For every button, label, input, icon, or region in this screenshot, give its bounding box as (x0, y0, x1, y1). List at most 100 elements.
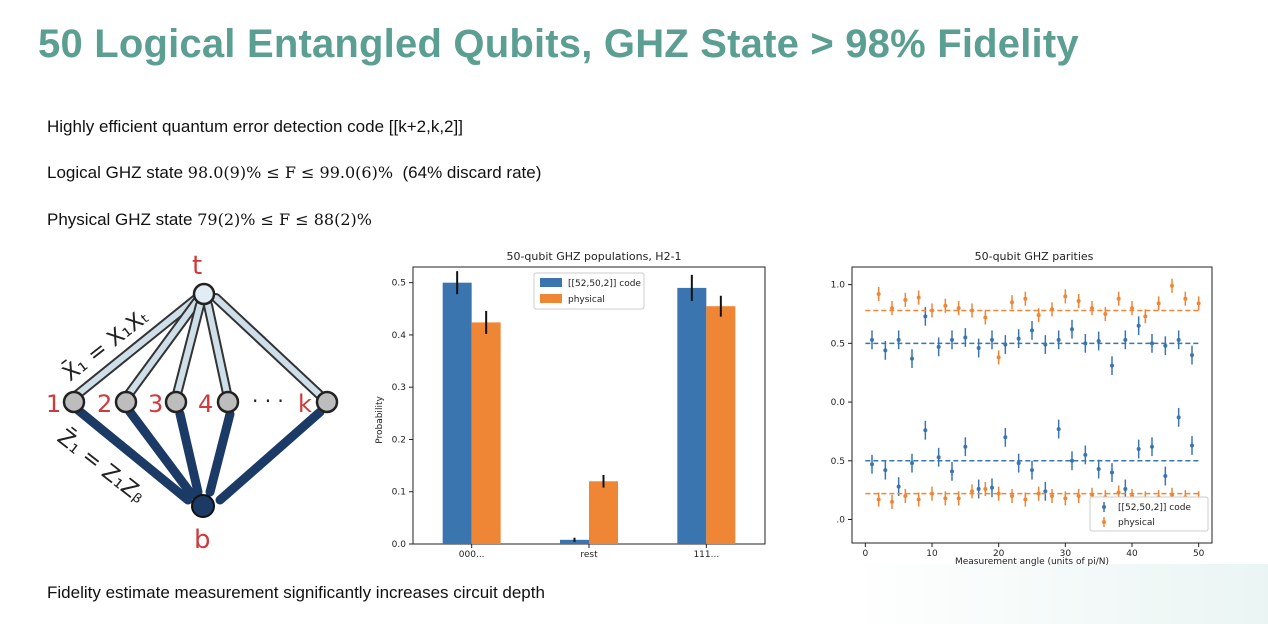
x-tick-label: 30 (1060, 549, 1072, 559)
data-point (1176, 415, 1181, 420)
y-tick-label: 1.0 (831, 281, 846, 291)
data-point (1196, 301, 1201, 306)
ellipsis: · · · (252, 389, 284, 413)
bar (471, 322, 501, 544)
bullet-logical-ghz: Logical GHZ state 98.0(9)% ≤ F ≤ 99.0(6)… (47, 163, 541, 183)
data-point (1030, 328, 1034, 333)
logical-ghz-fidelity-range: 98.0(9)% ≤ F ≤ 99.0(6)% (187, 163, 394, 182)
y-tick-label: 0.1 (392, 488, 406, 498)
data-point (950, 337, 954, 342)
data-point (943, 303, 948, 308)
data-point (1136, 323, 1141, 328)
data-point (990, 337, 994, 342)
parities-scatter-chart: 50-qubit GHZ parities 0 10 20 30 40 50 1.0 0.5 0… (831, 250, 1213, 567)
data-point (1063, 496, 1068, 501)
data-point (1050, 494, 1054, 499)
y-tick-label: 0.5 (392, 279, 406, 289)
bar (677, 287, 707, 544)
data-point (943, 496, 948, 501)
data-point (1083, 452, 1088, 457)
x-tick-label: 50 (1193, 549, 1205, 559)
data-point (996, 355, 1001, 360)
x-tick-label: 20 (993, 549, 1005, 559)
data-point (970, 308, 974, 313)
data-point (1096, 338, 1101, 343)
data-point (1036, 313, 1041, 318)
data-point (1130, 306, 1134, 311)
populations-bar-chart: 50-qubit GHZ populations, H2-1 Probabili… (375, 250, 766, 560)
data-point (1170, 492, 1174, 497)
data-point (930, 308, 934, 313)
qubit-node-4 (216, 390, 240, 414)
footer-note: Fidelity estimate measurement significan… (47, 583, 545, 602)
y-tick-label: .0 (836, 516, 845, 526)
data-point (1176, 337, 1181, 342)
legend-code-label: [[52,50,2]] code (568, 279, 641, 289)
parities-x-axis-label: Measurement angle (units of pi/N) (955, 557, 1109, 567)
y-tick-label: 0.0 (392, 540, 407, 550)
data-point (870, 337, 874, 342)
logical-ghz-discard-rate: (64% discard rate) (402, 163, 542, 182)
data-point (950, 469, 954, 474)
data-point (1030, 468, 1034, 473)
upper-edge (70, 291, 205, 401)
data-point (1090, 492, 1094, 497)
populations-legend: [[52,50,2]] code physical (533, 272, 645, 310)
bullet-error-detection-text: Highly efficient quantum error detection… (47, 117, 463, 136)
data-point (1170, 283, 1174, 288)
x-tick-label: 10 (926, 549, 938, 559)
data-point (963, 335, 968, 340)
data-point (1123, 337, 1128, 342)
lower-edge (73, 405, 193, 505)
x-tick-label: rest (580, 550, 598, 560)
data-point (923, 428, 928, 433)
data-point (1063, 294, 1068, 299)
lower-edge (175, 409, 203, 497)
qubit-node-k (315, 390, 339, 414)
populations-y-axis-label: Probability (375, 396, 385, 444)
data-point (883, 468, 888, 473)
legend-code-label: [[52,50,2]] code (1118, 503, 1191, 513)
data-point (983, 486, 988, 491)
lower-edges (73, 405, 325, 505)
y-tick-label: 0.3 (392, 383, 406, 393)
data-point (1056, 427, 1061, 432)
bar (589, 481, 618, 544)
data-point (1023, 296, 1028, 301)
data-point (1050, 307, 1054, 312)
data-point (1010, 494, 1014, 499)
x-tick-label: 000... (459, 550, 485, 560)
data-point (990, 485, 994, 490)
data-point (1116, 490, 1121, 495)
data-point (916, 497, 921, 502)
data-point (1190, 353, 1194, 358)
y-tick-label: 0.5 (831, 457, 845, 467)
qubit-node-3 (164, 390, 188, 414)
data-point (1070, 458, 1074, 463)
data-point (1183, 296, 1188, 301)
legend-physical-swatch (540, 294, 562, 303)
data-point (1116, 296, 1121, 301)
bullet-error-detection-code: Highly efficient quantum error detection… (47, 117, 463, 137)
data-point (1163, 343, 1168, 348)
data-point (876, 292, 881, 297)
logical-qubit-diagram: t b 1 2 3 4 · · · k X̄₁ = X₁Xₜ Z̄₁ = Z₁Z… (46, 251, 339, 555)
data-point (890, 499, 894, 504)
upper-edge (173, 302, 203, 401)
data-point (963, 444, 968, 449)
data-point (976, 346, 981, 351)
data-point (1090, 306, 1094, 311)
data-point (1136, 447, 1141, 452)
legend-physical-marker (1102, 520, 1106, 524)
data-point (876, 497, 881, 502)
parities-chart-title: 50-qubit GHZ parities (975, 250, 1094, 263)
upper-edges (68, 289, 328, 403)
data-point (1143, 314, 1148, 319)
populations-chart-title: 50-qubit GHZ populations, H2-1 (506, 250, 681, 263)
data-point (1103, 311, 1108, 316)
data-point (910, 461, 914, 466)
qubit-label-k: k (298, 390, 312, 418)
data-point (890, 306, 894, 311)
data-point (996, 491, 1001, 496)
data-point (1056, 337, 1061, 342)
